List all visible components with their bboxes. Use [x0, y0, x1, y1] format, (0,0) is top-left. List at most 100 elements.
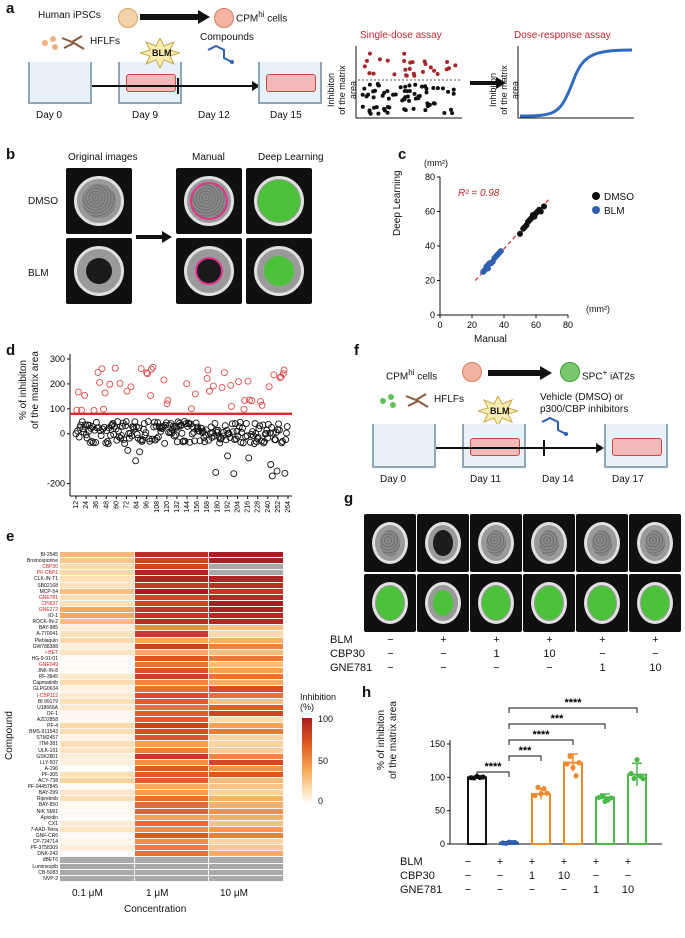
- f-day-label-0: Day 0: [380, 474, 407, 485]
- schematic-dot: [376, 111, 381, 116]
- h-bar: [531, 793, 551, 845]
- condition-value: +: [599, 634, 606, 646]
- d-point: [131, 418, 139, 426]
- compound-label: DNK-242: [37, 851, 58, 858]
- heatmap-cell: [134, 790, 210, 797]
- heatmap-cell: [134, 564, 210, 571]
- heatmap-cell: [60, 588, 135, 595]
- heatmap-cell: [60, 771, 135, 779]
- d-point: [92, 439, 100, 446]
- schematic-dot-hit: [371, 71, 376, 76]
- heatmap-cell: [60, 716, 135, 724]
- heatmap-row: [60, 765, 285, 772]
- f-day-label-14: Day 14: [542, 474, 574, 485]
- compound-label: STM2457: [36, 735, 58, 742]
- heatmap-cell: [134, 600, 210, 607]
- g-condition-table: BLM − + + + + + CBP30 − − 1 10 − − GNE781 − − − − 1 10: [330, 634, 684, 676]
- heatmap-row: [60, 710, 285, 717]
- condition-value: 10: [649, 662, 662, 674]
- panel-label-d: d: [6, 342, 16, 359]
- heatmap-cell: [60, 759, 135, 766]
- c-point-dmso: [537, 208, 544, 215]
- heatmap-cell: [209, 600, 285, 607]
- schematic-dot: [391, 92, 396, 97]
- d-point: [172, 431, 180, 439]
- compound-label: I-CBP112: [36, 692, 58, 699]
- condition-value: +: [624, 856, 632, 868]
- d-point-hit: [240, 405, 248, 413]
- heatmap-cell: [60, 704, 135, 711]
- d-x-tick-label: 264: [285, 501, 292, 513]
- heatmap-cell: [209, 625, 285, 632]
- compound-label: NIK SMI1: [36, 808, 58, 815]
- d-point: [99, 425, 107, 433]
- c-unit-y: (mm²): [424, 158, 448, 168]
- compound-label: PF-3758309: [30, 845, 58, 852]
- heatmap-cell: [134, 716, 210, 724]
- col-title-deep-learning: Deep Learning: [258, 152, 324, 163]
- d-point: [118, 422, 126, 430]
- h-data-point: [541, 786, 547, 792]
- d-point: [126, 430, 134, 438]
- d-point: [121, 440, 129, 447]
- g-dl-image: [417, 574, 469, 632]
- heatmap-cell: [209, 796, 285, 803]
- schematic-dot-hit: [453, 63, 458, 68]
- heatmap-cell: [134, 802, 210, 809]
- heatmap-cell: [209, 606, 285, 614]
- compound-label: OF-1: [46, 710, 58, 717]
- heatmap-cell: [134, 723, 210, 730]
- d-x-tick-label: 192: [224, 501, 231, 513]
- d-point: [273, 467, 281, 475]
- d-point: [255, 425, 263, 433]
- c-point-dmso: [531, 213, 538, 220]
- d-y-tick-label: -200: [47, 479, 65, 489]
- g-dl-image: [364, 574, 416, 632]
- schematic-dot: [385, 89, 390, 94]
- col-title-manual: Manual: [192, 152, 225, 163]
- compound-label: GW788388: [32, 643, 58, 650]
- h-sig-label: ****: [484, 761, 502, 773]
- condition-row-label: CBP30: [400, 870, 435, 882]
- compound-label: A-196: [44, 765, 58, 772]
- h-sig-bracket: [508, 707, 638, 713]
- schematic-dot: [416, 96, 421, 101]
- condition-value: −: [496, 884, 504, 896]
- d-point: [151, 418, 158, 426]
- g-original-image: [417, 514, 469, 572]
- d-point-hit: [187, 405, 195, 413]
- heatmap-row: [60, 851, 285, 858]
- d-point: [221, 422, 229, 430]
- heatmap-row: [60, 637, 285, 644]
- d-point: [239, 439, 247, 447]
- schematic-dot-hit: [403, 67, 408, 72]
- schematic-dot-hit: [407, 66, 412, 71]
- d-point: [122, 418, 130, 426]
- heatmap-cell: [60, 692, 135, 699]
- schematic-dot-hit: [432, 68, 437, 73]
- compound-label: Plebiaquin: [34, 637, 58, 644]
- d-point: [135, 424, 143, 432]
- compound-label: BAY-299: [38, 790, 58, 797]
- d-x-tick-label: 252: [275, 501, 282, 513]
- compound-label: CP-724714: [32, 839, 58, 846]
- schematic-dot-hit: [445, 59, 450, 64]
- heatmap-cell: [209, 698, 285, 705]
- heatmap-cell: [134, 668, 210, 675]
- e-legend-tick-100: 100: [318, 714, 334, 724]
- heatmap-cell: [60, 564, 135, 571]
- compound-label: PF-4: [47, 723, 58, 730]
- condition-value: +: [528, 856, 536, 868]
- compound-label: BAY-985: [38, 625, 58, 632]
- heatmap-cell: [60, 594, 135, 601]
- d-point: [216, 439, 224, 447]
- heatmap-cell: [209, 741, 285, 748]
- heatmap-cell: [209, 765, 285, 772]
- d-point: [282, 429, 290, 437]
- d-point-hit: [280, 366, 288, 374]
- heatmap-cell: [60, 729, 135, 736]
- compound-label: GNF-CR6: [35, 833, 58, 840]
- schematic-dot: [431, 85, 436, 90]
- heatmap-row: [60, 790, 285, 797]
- schematic-dot: [424, 90, 429, 95]
